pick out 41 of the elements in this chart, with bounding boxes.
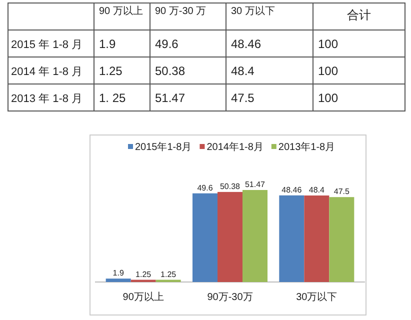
category-label: 90 万-30 万 [155, 6, 206, 17]
category-label: 2015 年 1-8 月 [11, 39, 83, 51]
text: 50.38 [155, 64, 186, 78]
data-label: 47.5 [334, 187, 350, 196]
text: 100 [318, 37, 338, 51]
data-label: 51.47 [244, 180, 266, 189]
x-tick-label: 90万-30万 [207, 292, 253, 303]
data-label: 1.9 [112, 268, 124, 278]
text: 100 [318, 91, 338, 105]
text: 1.25 [99, 64, 122, 78]
category-label: 2013 年 1-8 月 [11, 93, 83, 105]
text: 1. 25 [99, 91, 126, 105]
category-label: 30 万以下 [231, 5, 275, 17]
category-label: 2014 年 1-8 月 [11, 66, 83, 78]
data-label: 48.4 [308, 185, 325, 194]
legend-label: 2015年1-8月 [135, 141, 192, 153]
data-label: 1.25 [160, 270, 177, 279]
data-label: 49.6 [197, 183, 214, 192]
legend-label: 2013年1-8月 [278, 141, 336, 153]
text: 49.6 [155, 37, 178, 51]
text: 47.5 [231, 91, 254, 105]
text: 48.4 [231, 64, 254, 78]
category-label: 90 万以上 [99, 5, 143, 17]
category-label: 合计 [347, 8, 371, 22]
data-label: 50.38 [220, 182, 241, 191]
x-tick-label: 90万以上 [122, 291, 164, 303]
bar [279, 195, 304, 282]
data-label: 1.25 [136, 270, 152, 279]
bar [106, 278, 131, 282]
text: 51.47 [155, 91, 186, 105]
bar [218, 192, 242, 282]
text: 1.9 [99, 37, 116, 51]
bar [329, 197, 354, 282]
data-label: 48.46 [282, 185, 302, 194]
legend-label: 2014年1-8月 [206, 141, 264, 153]
bar [242, 190, 268, 282]
bar [304, 195, 330, 282]
text: 48.46 [231, 37, 262, 51]
x-tick-label: 30万以下 [296, 291, 338, 303]
text: 100 [318, 64, 338, 78]
bar [192, 193, 218, 282]
